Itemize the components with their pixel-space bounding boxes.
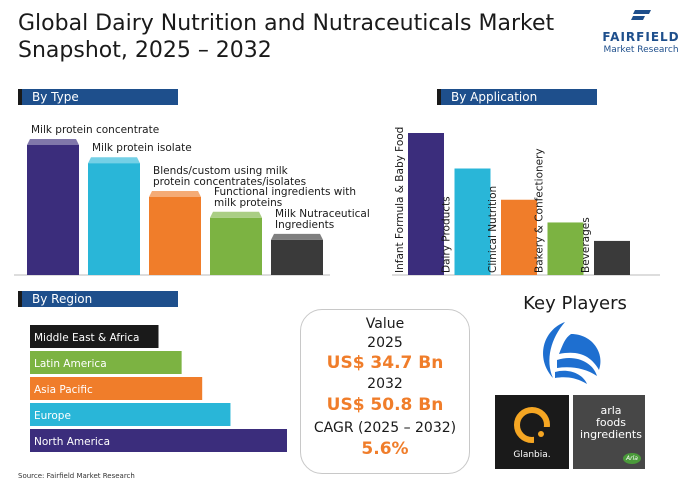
- application-bar: [594, 240, 630, 275]
- arla-logo: arla foods ingredients Arla: [573, 395, 645, 469]
- arla-text: arla foods ingredients: [579, 405, 643, 441]
- type-bar: [27, 145, 79, 275]
- type-bar-label: Milk protein isolate: [92, 142, 192, 154]
- brand-sub: Market Research: [603, 45, 679, 55]
- region-bar-label: Latin America: [34, 358, 107, 370]
- application-bar-label: Clinical Nutrition: [487, 186, 499, 273]
- type-bar-label: Blends/custom using milk: [153, 165, 289, 177]
- application-bar-label: Bakery & Confectionery: [534, 148, 546, 273]
- value-end: US$ 50.8 Bn: [326, 395, 444, 415]
- arla-line-2: foods: [595, 416, 627, 429]
- brand-name: FAIRFIELD: [602, 30, 680, 44]
- type-bar: [149, 197, 201, 275]
- region-bar: [30, 403, 231, 426]
- value-start: US$ 34.7 Bn: [326, 353, 444, 373]
- type-bar-label: protein concentrates/isolates: [153, 176, 306, 188]
- type-bar-top: [210, 211, 262, 218]
- key-player-logo-wave-icon: [543, 322, 601, 384]
- by-application-title: By Application: [451, 90, 538, 104]
- value-label: Value: [365, 316, 405, 332]
- type-bar-top: [27, 139, 79, 145]
- cagr-value: 5.6%: [361, 439, 409, 459]
- by-type-header: By Type: [18, 89, 178, 105]
- region-bar: [30, 429, 287, 452]
- type-bar-label: Milk protein concentrate: [31, 124, 159, 136]
- value-year-end: 2032: [367, 376, 403, 392]
- fairfield-logo: FAIRFIELD Market Research: [596, 10, 686, 60]
- region-bar-label: Asia Pacific: [34, 384, 93, 396]
- type-bar-label: Milk Nutraceutical: [275, 208, 370, 220]
- type-bar: [210, 217, 262, 275]
- by-region-title: By Region: [32, 292, 93, 306]
- application-bar-label: Dairy Products: [441, 196, 453, 273]
- application-bar: [454, 168, 491, 275]
- glanbia-mark-icon: [514, 407, 552, 445]
- application-bar: [547, 222, 584, 275]
- arla-line-1: arla: [600, 404, 622, 417]
- region-bar-label: Middle East & Africa: [34, 332, 140, 344]
- type-bar-top: [271, 233, 323, 240]
- source-note: Source: Fairfield Market Research: [18, 472, 135, 480]
- fairfield-flag-icon: [631, 10, 651, 20]
- type-bar-label: Ingredients: [275, 219, 334, 231]
- type-bar-top: [149, 191, 201, 197]
- application-bar: [408, 133, 444, 275]
- application-bar-label: Infant Formula & Baby Food: [394, 127, 406, 273]
- glanbia-name: Glanbia.: [513, 450, 551, 460]
- value-year-start: 2025: [367, 335, 403, 351]
- arla-line-3: ingredients: [580, 428, 642, 441]
- cagr-label: CAGR (2025 – 2032): [313, 420, 457, 436]
- type-bar: [271, 239, 323, 275]
- key-players-title: Key Players: [523, 293, 627, 314]
- region-bar-label: North America: [34, 436, 110, 448]
- application-bar: [501, 199, 537, 275]
- application-bar-label: Beverages: [580, 217, 592, 273]
- by-application-header: By Application: [437, 89, 597, 105]
- glanbia-logo: Glanbia.: [495, 395, 569, 469]
- arla-badge: Arla: [623, 453, 641, 464]
- region-bar: [30, 325, 159, 348]
- by-region-header: By Region: [18, 291, 178, 307]
- type-bar: [88, 163, 140, 275]
- page-title: Global Dairy Nutrition and Nutraceutical…: [18, 11, 555, 63]
- region-bar: [30, 351, 182, 374]
- region-bar-label: Europe: [34, 410, 71, 422]
- type-bar-top: [88, 157, 140, 164]
- type-bar-label: Functional ingredients with: [214, 186, 356, 198]
- type-bar-label: milk proteins: [214, 197, 282, 209]
- by-type-title: By Type: [32, 90, 79, 104]
- region-bar: [30, 377, 203, 400]
- value-box: Value 2025 US$ 34.7 Bn 2032 US$ 50.8 Bn …: [300, 309, 470, 474]
